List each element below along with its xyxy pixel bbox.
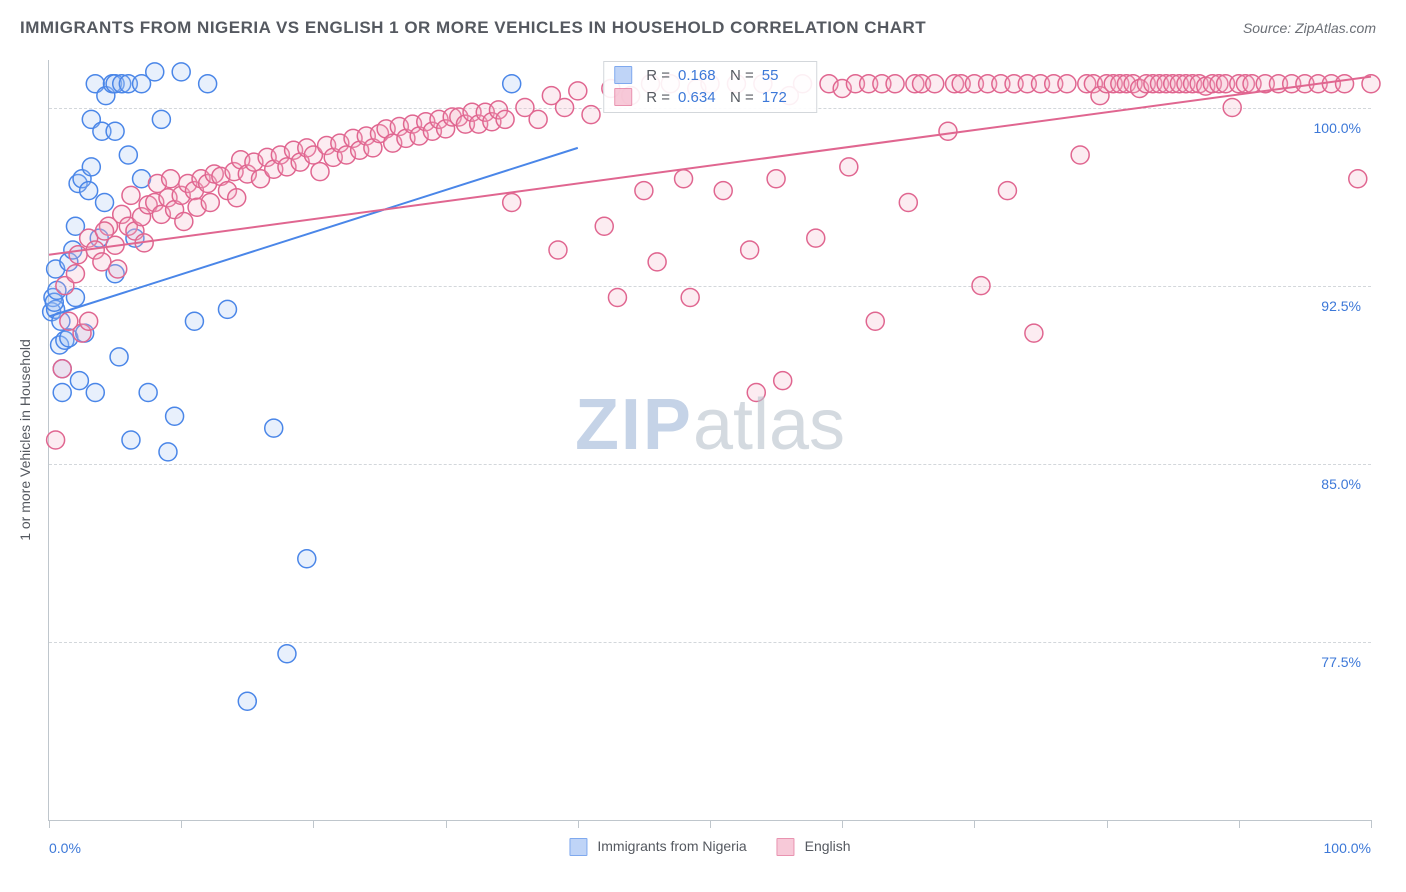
legend-item-english: English	[777, 838, 851, 856]
data-point-english	[1336, 75, 1354, 93]
data-point-nigeria	[278, 645, 296, 663]
data-point-english	[675, 170, 693, 188]
data-point-nigeria	[82, 158, 100, 176]
data-point-nigeria	[110, 348, 128, 366]
data-point-nigeria	[53, 384, 71, 402]
data-point-nigeria	[166, 407, 184, 425]
legend-label-english: English	[805, 838, 851, 854]
legend-item-nigeria: Immigrants from Nigeria	[569, 838, 746, 856]
data-point-nigeria	[122, 431, 140, 449]
data-point-english	[1058, 75, 1076, 93]
data-point-nigeria	[146, 63, 164, 81]
data-point-english	[741, 241, 759, 259]
data-point-english	[648, 253, 666, 271]
data-point-english	[608, 289, 626, 307]
data-point-nigeria	[172, 63, 190, 81]
plot-area: 1 or more Vehicles in Household 100.0%92…	[48, 60, 1371, 821]
data-point-english	[681, 289, 699, 307]
data-point-english	[998, 182, 1016, 200]
legend-series: Immigrants from Nigeria English	[569, 838, 850, 856]
data-point-english	[595, 217, 613, 235]
data-point-english	[503, 194, 521, 212]
data-point-english	[899, 194, 917, 212]
data-point-english	[122, 186, 140, 204]
data-point-english	[774, 372, 792, 390]
data-point-english	[556, 99, 574, 117]
data-point-english	[47, 431, 65, 449]
data-point-nigeria	[80, 182, 98, 200]
data-point-english	[635, 182, 653, 200]
source-label: Source: ZipAtlas.com	[1243, 20, 1376, 36]
data-point-nigeria	[218, 300, 236, 318]
r-value-english: 0.634	[678, 89, 722, 106]
data-point-english	[767, 170, 785, 188]
data-point-english	[175, 213, 193, 231]
data-point-english	[66, 265, 84, 283]
swatch-nigeria-icon	[569, 838, 587, 856]
data-point-english	[69, 246, 87, 264]
chart-container: IMMIGRANTS FROM NIGERIA VS ENGLISH 1 OR …	[0, 0, 1406, 892]
data-point-english	[80, 312, 98, 330]
x-axis-max-label: 100.0%	[1324, 840, 1371, 856]
n-label: N =	[730, 67, 754, 84]
data-point-english	[582, 106, 600, 124]
y-axis-title: 1 or more Vehicles in Household	[17, 339, 33, 541]
data-point-nigeria	[86, 384, 104, 402]
data-point-english	[496, 110, 514, 128]
n-label: N =	[730, 89, 754, 106]
data-point-english	[311, 163, 329, 181]
data-point-english	[549, 241, 567, 259]
data-point-english	[747, 384, 765, 402]
data-point-english	[529, 110, 547, 128]
data-point-english	[1349, 170, 1367, 188]
data-point-english	[807, 229, 825, 247]
r-label: R =	[646, 89, 670, 106]
data-point-nigeria	[238, 692, 256, 710]
data-point-nigeria	[265, 419, 283, 437]
n-value-english: 172	[762, 89, 806, 106]
data-point-english	[201, 194, 219, 212]
data-point-nigeria	[152, 110, 170, 128]
data-point-nigeria	[106, 122, 124, 140]
data-point-english	[939, 122, 957, 140]
swatch-nigeria	[614, 66, 632, 84]
data-point-english	[1223, 99, 1241, 117]
data-point-english	[53, 360, 71, 378]
data-point-english	[162, 170, 180, 188]
data-point-nigeria	[119, 146, 137, 164]
data-point-nigeria	[503, 75, 521, 93]
n-value-nigeria: 55	[762, 67, 806, 84]
legend-stats: R = 0.168 N = 55 R = 0.634 N = 172	[603, 61, 817, 113]
data-point-english	[1071, 146, 1089, 164]
data-point-english	[866, 312, 884, 330]
data-point-nigeria	[185, 312, 203, 330]
data-point-english	[109, 260, 127, 278]
data-point-english	[569, 82, 587, 100]
data-point-english	[972, 277, 990, 295]
chart-title: IMMIGRANTS FROM NIGERIA VS ENGLISH 1 OR …	[20, 18, 926, 38]
scatter-svg	[49, 60, 1371, 820]
data-point-nigeria	[298, 550, 316, 568]
data-point-english	[1025, 324, 1043, 342]
data-point-nigeria	[159, 443, 177, 461]
data-point-english	[926, 75, 944, 93]
data-point-nigeria	[139, 384, 157, 402]
data-point-english	[840, 158, 858, 176]
data-point-nigeria	[96, 194, 114, 212]
data-point-nigeria	[199, 75, 217, 93]
r-label: R =	[646, 67, 670, 84]
data-point-english	[714, 182, 732, 200]
r-value-nigeria: 0.168	[678, 67, 722, 84]
legend-label-nigeria: Immigrants from Nigeria	[597, 838, 746, 854]
data-point-nigeria	[70, 372, 88, 390]
swatch-english-icon	[777, 838, 795, 856]
data-point-english	[228, 189, 246, 207]
swatch-english	[614, 88, 632, 106]
data-point-english	[886, 75, 904, 93]
x-axis-min-label: 0.0%	[49, 840, 81, 856]
legend-stats-row-nigeria: R = 0.168 N = 55	[614, 64, 806, 86]
legend-stats-row-english: R = 0.634 N = 172	[614, 86, 806, 108]
